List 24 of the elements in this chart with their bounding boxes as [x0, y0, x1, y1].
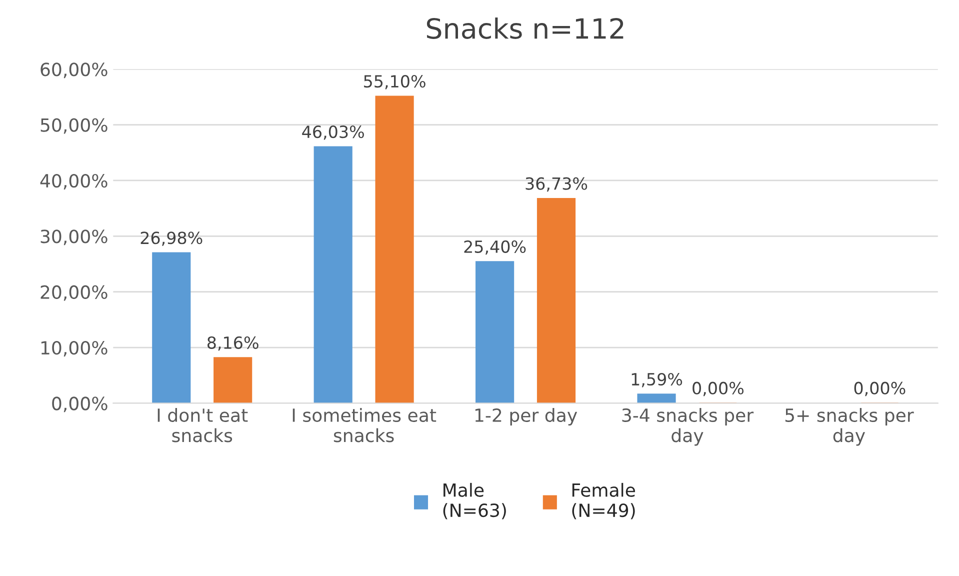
y-tick-label: 50,00% — [40, 118, 108, 134]
y-tick-label: 20,00% — [40, 285, 108, 301]
legend-label: Female (N=49) — [572, 482, 635, 520]
legend-label: Male (N=63) — [443, 482, 506, 520]
data-label: 8,16% — [207, 336, 258, 351]
y-tick-label: 0,00% — [52, 396, 108, 412]
data-label: 46,03% — [302, 126, 364, 140]
chart-title: Snacks n=112 — [426, 17, 624, 39]
y-tick-label: 30,00% — [40, 230, 108, 246]
data-label: 25,40% — [464, 240, 526, 255]
data-label: 0,00% — [692, 382, 744, 396]
data-label: 26,98% — [140, 232, 202, 246]
y-tick-label: 10,00% — [41, 340, 108, 356]
data-label: 36,73% — [526, 177, 588, 192]
x-tick-label: 5+ snacks per day — [785, 408, 914, 446]
x-tick-label: 1-2 per day — [475, 408, 578, 426]
x-tick-label: I don't eat snacks — [158, 408, 248, 442]
y-tick-label: 40,00% — [40, 174, 108, 190]
data-label: 55,10% — [364, 75, 426, 90]
y-tick-label: 60,00% — [40, 62, 108, 78]
x-tick-label: I sometimes eat snacks — [292, 408, 436, 442]
data-label: 0,00% — [854, 382, 906, 396]
x-tick-label: 3-4 snacks per day — [622, 408, 754, 446]
data-label: 1,59% — [632, 372, 682, 388]
